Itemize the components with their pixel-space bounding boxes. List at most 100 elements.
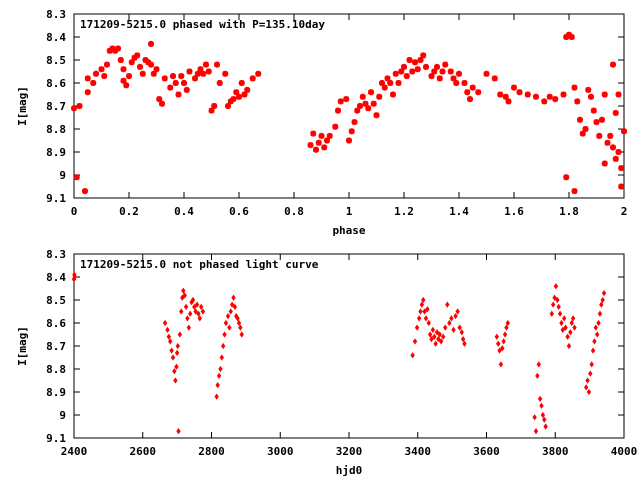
data-point: [326, 132, 333, 139]
data-point: [236, 319, 242, 327]
data-point: [351, 119, 358, 126]
y-axis-label: I[mag]: [16, 326, 29, 366]
data-point: [174, 363, 179, 370]
data-point: [582, 126, 589, 132]
data-point: [449, 315, 454, 322]
data-point: [551, 301, 556, 308]
data-point: [192, 303, 197, 311]
data-point: [600, 296, 605, 304]
data-point: [610, 61, 616, 68]
y-tick-label: 8.4: [46, 271, 66, 284]
data-point: [586, 388, 592, 396]
data-point: [597, 310, 603, 317]
data-point: [398, 68, 405, 75]
data-point: [134, 52, 141, 59]
data-point: [219, 354, 224, 361]
data-point: [71, 105, 77, 112]
data-point: [593, 324, 598, 331]
data-point: [560, 91, 567, 98]
data-point: [84, 89, 91, 96]
data-point: [595, 331, 600, 338]
data-point: [93, 70, 99, 77]
data-point: [432, 333, 437, 340]
data-point: [310, 130, 317, 137]
plot-title: 171209-5215.0 not phased light curve: [80, 258, 319, 271]
data-point: [178, 73, 185, 80]
data-point: [562, 315, 567, 322]
data-point: [511, 84, 517, 91]
data-point: [615, 149, 622, 155]
data-point: [230, 96, 237, 103]
data-point: [497, 91, 504, 98]
data-point: [109, 45, 116, 52]
data-point: [423, 63, 429, 70]
data-point: [235, 315, 240, 322]
data-point: [502, 331, 508, 338]
data-point: [601, 289, 607, 297]
data-point: [422, 308, 427, 315]
data-point: [426, 319, 431, 327]
data-point: [577, 116, 583, 123]
data-point: [218, 365, 223, 373]
data-point: [307, 142, 314, 149]
y-tick-label: 8.9: [46, 386, 66, 399]
data-point: [176, 427, 181, 435]
data-point: [599, 116, 605, 123]
data-point: [584, 384, 589, 391]
data-point: [552, 294, 557, 301]
data-point: [439, 68, 446, 75]
data-point: [348, 128, 355, 135]
data-point: [192, 75, 198, 82]
data-point: [540, 411, 546, 419]
data-point: [428, 73, 435, 80]
data-point: [359, 93, 366, 100]
phased-light-curve-plot: 8.3 8.4 8.5 8.6 8.7 8.8 8.9 9 9.1 0 0.2 0.4 0.6 0.8 1 1…: [16, 8, 627, 237]
data-point: [588, 370, 593, 377]
data-point: [249, 75, 256, 82]
data-point: [601, 160, 608, 167]
data-point: [346, 137, 352, 144]
data-point: [601, 91, 608, 98]
data-point: [343, 96, 350, 103]
data-point: [115, 45, 121, 52]
data-point: [498, 361, 504, 368]
x-tick-label: 0.4: [174, 205, 194, 218]
data-point: [532, 414, 537, 421]
data-point: [197, 315, 202, 322]
plot-frame: [73, 13, 625, 199]
data-point: [419, 301, 425, 308]
data-point: [453, 312, 458, 320]
data-point: [120, 66, 127, 73]
data-point: [373, 112, 380, 119]
data-point: [451, 326, 456, 334]
data-point: [231, 294, 236, 301]
data-point: [238, 80, 245, 86]
data-point: [205, 68, 212, 75]
data-point: [497, 347, 502, 354]
data-point: [436, 75, 443, 82]
data-point: [172, 368, 177, 375]
data-point: [412, 338, 418, 345]
data-point: [427, 331, 433, 338]
data-point: [225, 312, 231, 320]
data-point: [104, 61, 110, 68]
data-point: [460, 335, 466, 343]
data-point: [200, 308, 206, 315]
data-point: [500, 345, 505, 352]
x-tick-label: 1: [346, 205, 353, 218]
x-tick-label: 2: [621, 205, 628, 218]
data-point: [431, 68, 438, 75]
data-point: [464, 89, 471, 96]
data-point: [199, 303, 204, 311]
data-point: [417, 57, 424, 63]
data-point: [145, 59, 152, 66]
data-point: [170, 73, 176, 80]
data-point: [505, 98, 512, 105]
y-tick-label: 8.6: [46, 77, 66, 90]
data-point: [604, 139, 611, 146]
data-point: [175, 342, 180, 350]
data-point: [543, 423, 548, 430]
data-point: [579, 130, 586, 137]
x-tick-label: 2600: [130, 445, 157, 458]
data-point: [150, 70, 157, 77]
